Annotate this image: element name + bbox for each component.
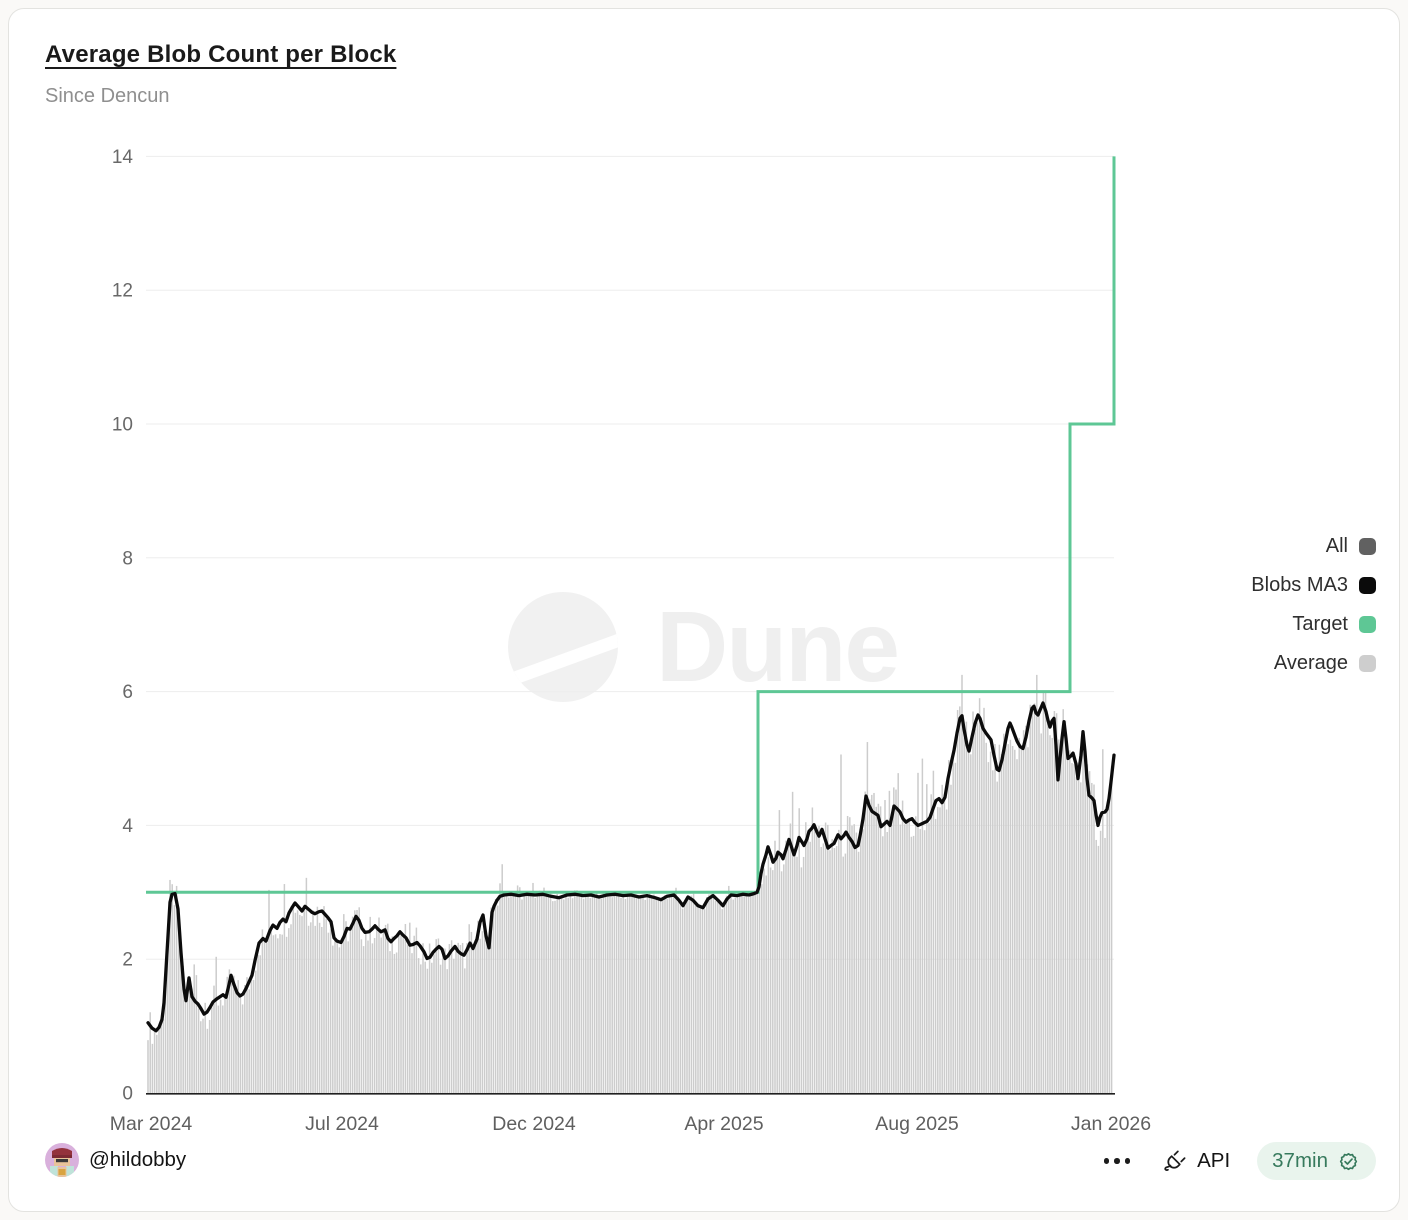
svg-text:Jul 2024: Jul 2024 <box>305 1113 379 1135</box>
svg-text:4: 4 <box>122 816 133 837</box>
svg-text:12: 12 <box>112 281 133 302</box>
svg-text:2: 2 <box>122 950 133 971</box>
svg-text:10: 10 <box>112 415 133 436</box>
dune-watermark-text: Dune <box>656 591 900 703</box>
svg-text:14: 14 <box>112 147 134 168</box>
dashboard-card: Average Blob Count per Block Since Dencu… <box>8 8 1400 1212</box>
legend-label: Average <box>1273 652 1348 674</box>
dune-watermark: Dune <box>508 591 900 703</box>
api-label: API <box>1197 1149 1231 1172</box>
legend-swatch-all <box>1359 538 1376 555</box>
ellipsis-icon <box>1103 1158 1110 1164</box>
plug-icon <box>1164 1150 1186 1171</box>
svg-text:Apr 2025: Apr 2025 <box>684 1113 763 1135</box>
chart-subtitle: Since Dencun <box>45 85 170 107</box>
ellipsis-icon <box>1124 1158 1131 1164</box>
svg-text:8: 8 <box>122 548 133 569</box>
chart-canvas: 0 2 4 6 8 10 12 14 Mar 2024 Jul 2024 Dec 2024 Apr 2… <box>110 147 1151 1135</box>
svg-text:Aug 2025: Aug 2025 <box>875 1113 959 1135</box>
x-axis-labels: Mar 2024 Jul 2024 Dec 2024 Apr 2025 Aug 2025… <box>110 1113 1151 1135</box>
average-bars <box>147 674 1113 1094</box>
more-options-button[interactable] <box>1100 1154 1135 1168</box>
legend-label: Target <box>1292 613 1348 635</box>
legend-item-blobs-ma3[interactable]: Blobs MA3 <box>1251 566 1376 605</box>
svg-text:6: 6 <box>122 682 133 703</box>
legend-swatch-average <box>1359 655 1376 672</box>
api-button[interactable]: API <box>1161 1148 1230 1175</box>
blobs-ma3-line <box>146 701 1116 1033</box>
svg-text:Mar 2024: Mar 2024 <box>110 1113 193 1135</box>
legend-item-all[interactable]: All <box>1251 527 1376 566</box>
ellipsis-icon <box>1114 1158 1120 1164</box>
legend-swatch-target <box>1359 616 1376 633</box>
refresh-status-badge[interactable]: 37min <box>1257 1142 1376 1180</box>
verified-check-icon <box>1339 1152 1358 1170</box>
y-axis-labels: 0 2 4 6 8 10 12 14 <box>112 147 134 1105</box>
author-handle[interactable]: @hildobby <box>89 1148 187 1171</box>
author[interactable]: @hildobby <box>45 1143 186 1177</box>
svg-text:Jan 2026: Jan 2026 <box>1071 1113 1151 1135</box>
refresh-time: 37min <box>1272 1149 1328 1172</box>
svg-text:Dec 2024: Dec 2024 <box>492 1113 576 1135</box>
legend: All Blobs MA3 Target Average <box>1251 527 1376 683</box>
footer-controls: API 37min <box>1100 1141 1376 1181</box>
legend-label: Blobs MA3 <box>1251 574 1348 596</box>
legend-swatch-blobs-ma3 <box>1359 577 1376 594</box>
legend-item-average[interactable]: Average <box>1251 644 1376 683</box>
legend-item-target[interactable]: Target <box>1251 605 1376 644</box>
svg-text:0: 0 <box>122 1084 133 1105</box>
dune-logo-icon <box>508 592 618 702</box>
legend-label: All <box>1325 535 1348 557</box>
author-avatar[interactable] <box>45 1143 79 1177</box>
chart-title[interactable]: Average Blob Count per Block <box>45 41 397 68</box>
